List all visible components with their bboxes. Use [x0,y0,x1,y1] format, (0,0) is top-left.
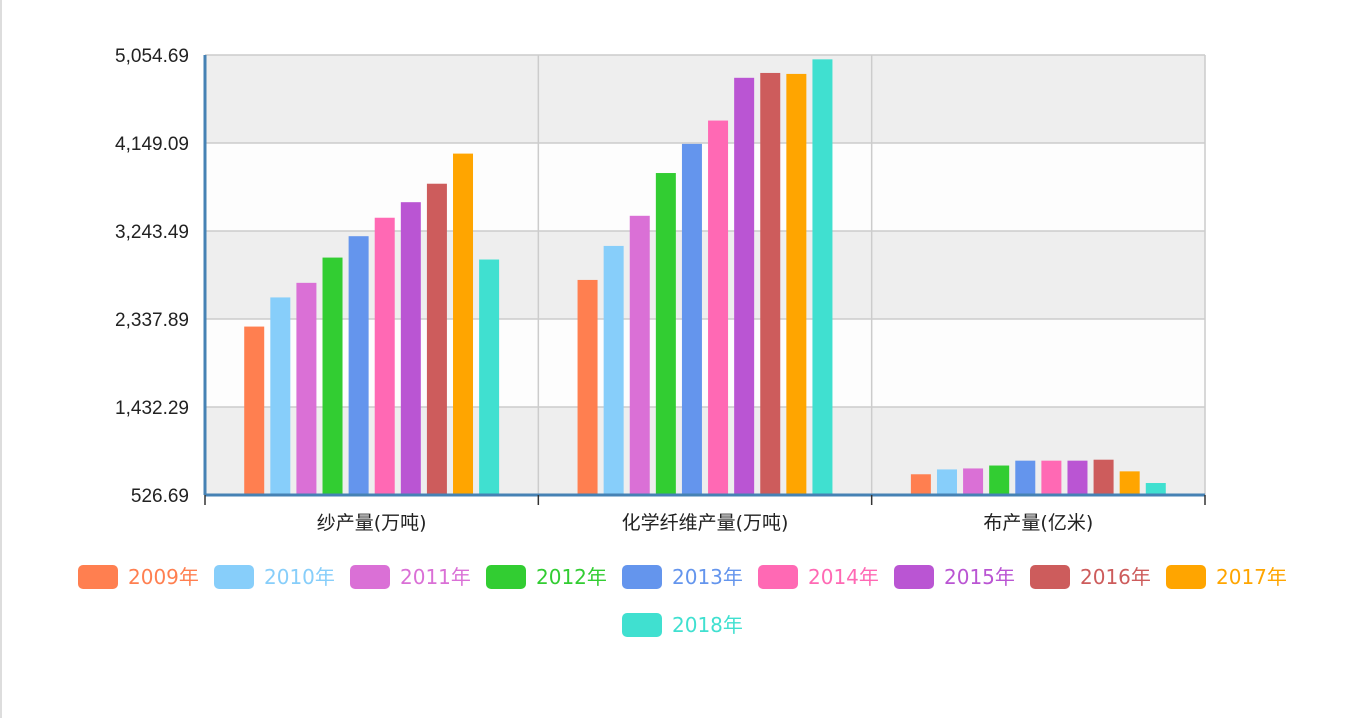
bar [374,217,395,495]
bars [244,59,1166,496]
legend-label: 2014年 [808,565,879,589]
legend-swatch [894,565,934,589]
bar [963,468,984,495]
legend-item[interactable]: 2010年 [214,565,335,589]
x-category-label: 布产量(亿米) [983,512,1093,534]
legend-swatch [486,565,526,589]
legend-label: 2016年 [1080,565,1151,589]
y-tick-label: 4,149.09 [115,134,189,155]
legend-swatch [350,565,390,589]
y-tick-label: 1,432.29 [115,398,189,419]
bar [453,153,474,495]
legend-label: 2009年 [128,565,199,589]
y-axis-tick-labels: 526.69 1,432.29 2,337.89 3,243.49 4,149.09 5,… [115,46,189,507]
bar [936,469,957,495]
legend-label: 2011年 [400,565,471,589]
x-category-label: 纱产量(万吨) [317,512,427,534]
bar [760,72,781,496]
legend-item[interactable]: 2011年 [350,565,471,589]
plot-bands [205,55,1205,495]
bar [655,173,676,495]
legend-label: 2013年 [672,565,743,589]
legend-swatch [214,565,254,589]
bar [296,282,317,495]
bar [681,143,702,495]
legend-label: 2010年 [264,565,335,589]
bar [348,236,369,495]
bar [1015,460,1036,495]
legend-label: 2012年 [536,565,607,589]
x-category-label: 化学纤维产量(万吨) [622,512,789,534]
bar [244,326,265,495]
bar [734,77,755,495]
bar [1119,471,1140,495]
legend-swatch [1166,565,1206,589]
bar [1093,459,1114,495]
legend-swatch [1030,565,1070,589]
bar [1145,483,1166,495]
bar [910,474,931,495]
plot-band [205,143,1205,231]
bar [1041,460,1062,495]
plot-band [205,319,1205,407]
bar [270,297,291,495]
legend-item[interactable]: 2016年 [1030,565,1151,589]
y-tick-label: 3,243.49 [115,222,189,243]
axes [203,55,1206,505]
legend-swatch [758,565,798,589]
legend: 2009年 2010年 2011年 2012年 2013年 2014年 2015年 2016年… [78,565,1287,637]
bar [603,245,624,495]
legend-label: 2015年 [944,565,1015,589]
legend-item[interactable]: 2017年 [1166,565,1287,589]
legend-item[interactable]: 2014年 [758,565,879,589]
bar [1067,460,1088,495]
legend-item[interactable]: 2012年 [486,565,607,589]
legend-item[interactable]: 2015年 [894,565,1015,589]
x-axis-category-labels: 纱产量(万吨) 化学纤维产量(万吨) 布产量(亿米) [317,512,1093,534]
legend-swatch [622,565,662,589]
bar [479,259,500,495]
y-tick-label: 2,337.89 [115,310,189,331]
plot-band [205,231,1205,319]
y-tick-label: 5,054.69 [115,46,189,67]
y-tick-label: 526.69 [131,486,189,507]
bar [786,73,807,495]
bar [400,202,421,495]
bar [426,183,447,495]
legend-item[interactable]: 2009年 [78,565,199,589]
bar [629,215,650,495]
legend-swatch [78,565,118,589]
plot-band [205,407,1205,495]
bar [577,279,598,495]
legend-label: 2018年 [672,613,743,637]
bar [708,120,729,495]
legend-item[interactable]: 2013年 [622,565,743,589]
legend-item[interactable]: 2018年 [622,613,743,637]
bar [812,59,833,496]
legend-label: 2017年 [1216,565,1287,589]
plot-band [205,55,1205,143]
bar [989,465,1010,495]
bar [322,257,343,495]
legend-swatch [622,613,662,637]
